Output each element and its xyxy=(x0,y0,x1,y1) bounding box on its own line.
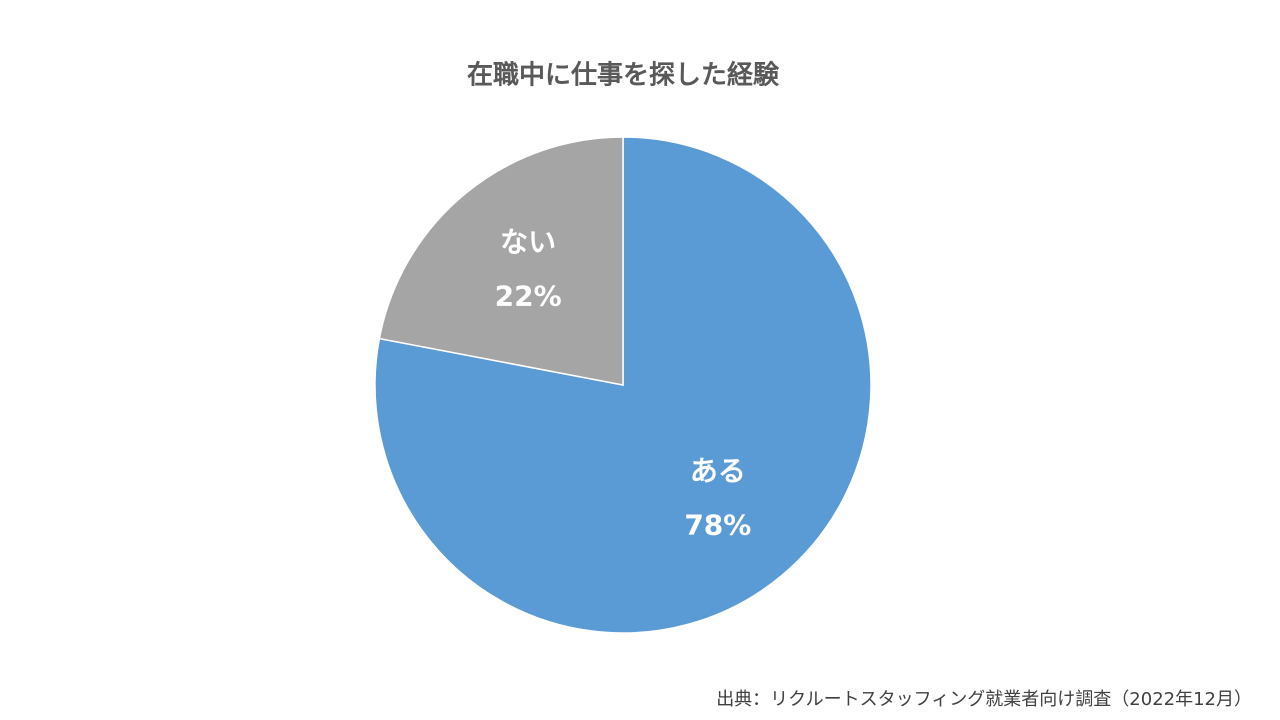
source-note: 出典：リクルートスタッフィング就業者向け調査（2022年12月） xyxy=(716,689,1252,710)
slice-category-label: ある xyxy=(690,455,746,488)
slice-category-label: ない xyxy=(500,225,556,258)
pie-slice xyxy=(378,136,624,386)
slice-value-label: 78% xyxy=(684,509,751,542)
chart-title: 在職中に仕事を探した経験 xyxy=(467,60,780,91)
slice-value-label: 22% xyxy=(495,279,562,312)
